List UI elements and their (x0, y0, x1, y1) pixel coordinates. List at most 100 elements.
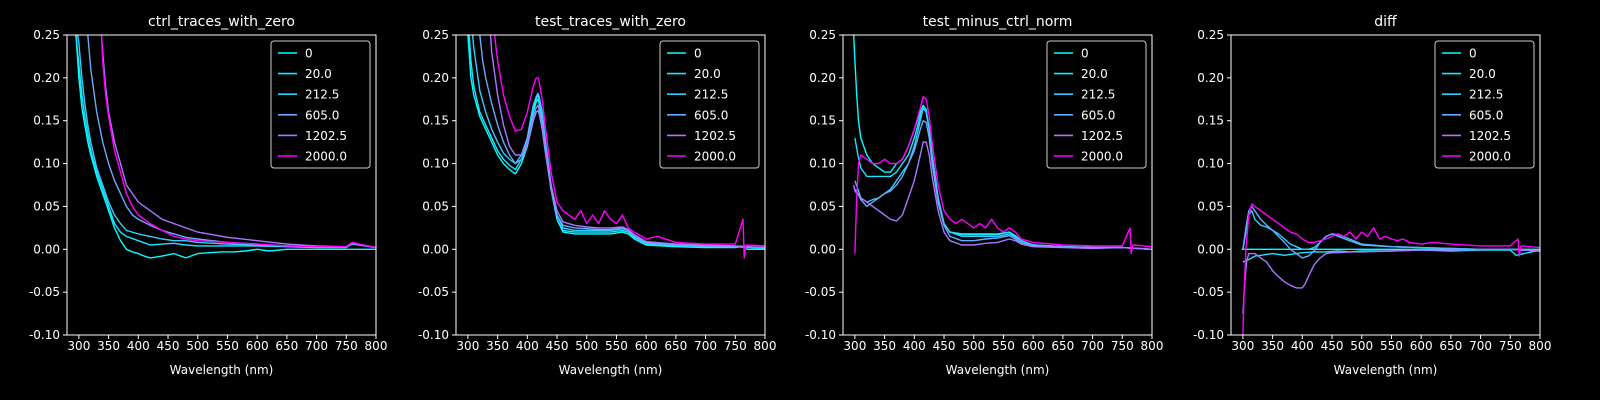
x-tick-label: 300 (843, 339, 866, 353)
y-tick-label: 0.15 (809, 114, 836, 128)
x-tick-label: 800 (1141, 339, 1164, 353)
series-group (75, 35, 376, 259)
x-axis-label: Wavelength (nm) (559, 363, 663, 377)
chart-panel-2: 300 350 400 450 500 550 600 650 700 750 800 -0.10 -0… (418, 14, 777, 377)
x-tick-label: 650 (1439, 339, 1462, 353)
series-line-3 (854, 119, 1152, 250)
y-tick-label: -0.05 (418, 285, 449, 299)
axes-frame (842, 34, 1153, 336)
x-tick-label: 500 (186, 339, 209, 353)
legend-label: 20.0 (305, 67, 332, 81)
x-tick-label: 550 (992, 339, 1015, 353)
y-tick-label: 0.00 (809, 242, 836, 256)
x-tick-label: 500 (1350, 339, 1373, 353)
x-tick-label: 500 (962, 339, 985, 353)
y-tick-label: -0.10 (418, 328, 449, 342)
series-line-4 (100, 35, 376, 249)
y-tick-label: -0.10 (29, 328, 60, 342)
chart-title: ctrl_traces_with_zero (148, 14, 295, 30)
x-tick-label: 600 (246, 339, 269, 353)
series-line-4 (1242, 248, 1540, 314)
series-line-4 (489, 35, 765, 249)
x-tick-label: 750 (724, 339, 747, 353)
legend-label: 0 (1081, 47, 1089, 61)
legend: 0 20.0 212.5 605.0 1202.5 2000.0 (1046, 40, 1147, 169)
legend-box (1046, 40, 1147, 169)
x-tick-label: 600 (1410, 339, 1433, 353)
x-tick-label: 400 (1291, 339, 1314, 353)
legend-label: 1202.5 (1469, 129, 1511, 143)
x-tick-label: 450 (933, 339, 956, 353)
axes-frame (66, 34, 377, 336)
legend-label: 1202.5 (1081, 129, 1123, 143)
y-tick-label: 0.10 (422, 157, 449, 171)
y-tick-label: 0.20 (809, 71, 836, 85)
y-tick-label: 0.05 (422, 199, 449, 213)
x-tick-label: 450 (546, 339, 569, 353)
y-tick-label: 0.15 (33, 114, 60, 128)
y-tick-label: 0.20 (422, 71, 449, 85)
x-tick-label: 300 (456, 339, 479, 353)
y-tick-label: 0.20 (33, 71, 60, 85)
x-tick-label: 550 (216, 339, 239, 353)
legend-label: 2000.0 (1081, 150, 1123, 164)
y-tick-label: 0.20 (1197, 71, 1224, 85)
series-line-1 (1242, 249, 1540, 263)
y-tick-label: 0.10 (809, 157, 836, 171)
chart-panel-4: 300 350 400 450 500 550 600 650 700 750 800 -0.10 -0… (1193, 14, 1552, 377)
chart-title: diff (1374, 14, 1397, 30)
legend-label: 212.5 (1469, 88, 1503, 102)
y-tick-label: 0.25 (422, 28, 449, 42)
x-tick-label: 400 (127, 339, 150, 353)
y-tick-label: 0.00 (422, 242, 449, 256)
y-tick-label: 0.25 (33, 28, 60, 42)
x-tick-label: 700 (694, 339, 717, 353)
series-line-4 (853, 141, 1152, 250)
x-tick-label: 350 (873, 339, 896, 353)
legend-label: 2000.0 (1469, 150, 1511, 164)
x-tick-label: 800 (1529, 339, 1552, 353)
x-tick-label: 300 (1231, 339, 1254, 353)
legend-label: 0 (1469, 47, 1477, 61)
series-line-3 (1242, 205, 1540, 259)
x-tick-label: 650 (1051, 339, 1074, 353)
x-tick-label: 700 (305, 339, 328, 353)
y-tick-label: -0.10 (1193, 328, 1224, 342)
legend-label: 212.5 (694, 88, 728, 102)
y-tick-label: 0.15 (1197, 114, 1224, 128)
y-tick-label: -0.05 (1193, 285, 1224, 299)
x-axis-label: Wavelength (nm) (1334, 363, 1438, 377)
x-tick-label: 550 (1380, 339, 1403, 353)
legend-label: 2000.0 (694, 150, 736, 164)
y-tick-label: 0.05 (809, 199, 836, 213)
y-tick-label: 0.25 (1197, 28, 1224, 42)
y-tick-label: -0.10 (805, 328, 836, 342)
y-tick-label: 0.05 (33, 199, 60, 213)
x-tick-label: 650 (275, 339, 298, 353)
legend-box (659, 40, 760, 169)
x-axis-label: Wavelength (nm) (946, 363, 1050, 377)
y-tick-label: -0.05 (805, 285, 836, 299)
legend-label: 0 (694, 47, 702, 61)
y-tick-label: -0.05 (29, 285, 60, 299)
x-tick-label: 300 (67, 339, 90, 353)
x-tick-label: 600 (1022, 339, 1045, 353)
x-tick-label: 450 (1321, 339, 1344, 353)
x-tick-label: 350 (1261, 339, 1284, 353)
y-tick-label: 0.25 (809, 28, 836, 42)
legend-label: 0 (305, 47, 313, 61)
x-tick-label: 700 (1081, 339, 1104, 353)
x-tick-label: 550 (605, 339, 628, 353)
x-tick-label: 450 (157, 339, 180, 353)
legend-label: 212.5 (305, 88, 339, 102)
legend: 0 20.0 212.5 605.0 1202.5 2000.0 (270, 40, 371, 169)
series-line-5 (1242, 203, 1540, 335)
y-tick-label: 0.05 (1197, 199, 1224, 213)
chart-panel-3: 300 350 400 450 500 550 600 650 700 750 800 -0.10 -0… (805, 14, 1164, 377)
axes-frame (455, 34, 766, 336)
x-axis-label: Wavelength (nm) (170, 363, 274, 377)
series-line-5 (493, 35, 765, 259)
series-line-5 (854, 95, 1152, 255)
